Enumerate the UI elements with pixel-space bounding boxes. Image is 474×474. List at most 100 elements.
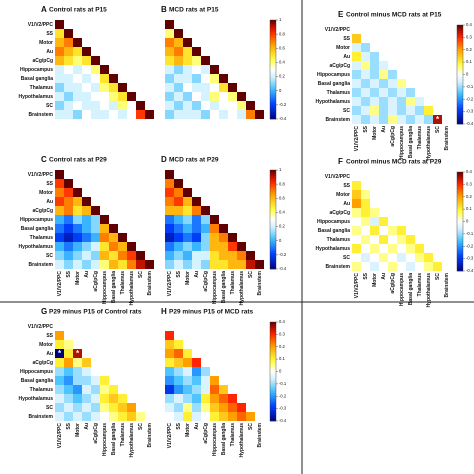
cell	[415, 115, 424, 124]
colorbar-tick-label: 0	[279, 369, 282, 374]
panel-title: P29 minus P15 of Control rats	[49, 309, 142, 316]
cell	[237, 251, 246, 260]
column-label: SS	[176, 422, 182, 429]
cell	[165, 101, 174, 110]
cell	[82, 110, 91, 119]
colorbar-step	[457, 34, 463, 38]
colorbar-step	[457, 78, 463, 81]
colorbar-step	[457, 195, 463, 199]
colorbar-step	[457, 209, 463, 212]
cell	[352, 217, 361, 226]
colorbar-step	[457, 259, 463, 262]
cell	[118, 251, 127, 260]
colorbar-step	[457, 257, 463, 260]
colorbar-step	[457, 253, 463, 256]
colorbar-tick-label: 0.2	[466, 194, 472, 199]
row-label: Basal ganglia	[21, 76, 53, 82]
colorbar-step	[457, 112, 463, 115]
colorbar-step	[270, 45, 276, 49]
cell	[109, 83, 118, 92]
panel: G P29 minus P15 of Control rats * * V1/V2/PP…	[19, 307, 153, 457]
cell	[73, 188, 82, 197]
panel: C Control rats at P29V1/V2/PPCV1/V2/PPCSS…	[19, 155, 154, 305]
cell	[91, 233, 100, 242]
cell	[82, 403, 91, 412]
cell	[219, 224, 228, 233]
cell	[201, 412, 210, 421]
row-label: Hypothalamus	[19, 94, 54, 100]
colorbar-tick-label: 0.4	[279, 60, 285, 65]
cell	[352, 43, 361, 52]
cell	[174, 358, 183, 367]
column-label: Hypothalamus	[129, 423, 135, 458]
colorbar-step	[270, 359, 276, 362]
cell	[228, 412, 237, 421]
cell	[64, 376, 73, 385]
cell	[64, 47, 73, 56]
colorbar-step	[270, 205, 276, 208]
cell	[183, 188, 192, 197]
colorbar-step	[457, 239, 463, 242]
colorbar-tick-label: 1	[279, 167, 282, 172]
cell	[424, 262, 433, 271]
colorbar-step	[457, 247, 463, 250]
cell	[379, 253, 388, 262]
colorbar-step	[270, 381, 276, 384]
cell	[370, 199, 379, 208]
colorbar-step	[457, 30, 463, 34]
colorbar-step	[270, 67, 276, 70]
cell	[64, 251, 73, 260]
cell	[379, 244, 388, 253]
colorbar-step	[270, 99, 276, 102]
colorbar-step	[270, 209, 276, 212]
cell	[82, 101, 91, 110]
colorbar-step	[457, 116, 463, 119]
row-label: Motor	[39, 190, 53, 196]
colorbar-step	[270, 385, 276, 388]
colorbar-step	[457, 86, 463, 89]
cell	[219, 101, 228, 110]
cell	[73, 242, 82, 251]
row-label: SS	[343, 183, 350, 189]
column-label: Hippocampus	[399, 126, 405, 159]
cell	[100, 385, 109, 394]
colorbar-tick-label: 0.8	[279, 181, 285, 186]
column-label: Brainstem	[257, 422, 263, 447]
colorbar-step	[270, 27, 276, 31]
cell	[82, 358, 91, 367]
colorbar-step	[270, 181, 276, 185]
cell	[183, 38, 192, 47]
significance-marker: *	[76, 349, 80, 358]
cell	[165, 385, 174, 394]
colorbar-step	[457, 90, 463, 93]
row-label: SC	[343, 108, 350, 114]
colorbar-step	[270, 111, 276, 114]
colorbar-step	[270, 322, 276, 325]
column-label: Thalamus	[230, 271, 236, 295]
cell	[406, 106, 415, 115]
cell	[145, 110, 154, 119]
cell	[73, 65, 82, 74]
column-label: SC	[248, 423, 254, 430]
colorbar-step	[457, 261, 463, 264]
cell	[192, 376, 201, 385]
colorbar-step	[457, 185, 463, 189]
row-label: Thalamus	[327, 90, 351, 96]
colorbar-step	[457, 199, 463, 202]
colorbar-step	[457, 58, 463, 61]
colorbar-step	[457, 40, 463, 44]
cell	[127, 251, 136, 260]
row-label: Brainstem	[29, 112, 54, 118]
column-label: SS	[176, 270, 182, 277]
cell	[174, 197, 183, 206]
cell	[55, 367, 64, 376]
colorbar-step	[457, 104, 463, 107]
cell	[370, 226, 379, 235]
colorbar-tick-label: 1	[279, 17, 282, 22]
cell	[370, 97, 379, 106]
cell	[210, 376, 219, 385]
cell	[210, 74, 219, 83]
colorbar-step	[270, 375, 276, 378]
colorbar-step	[270, 211, 276, 214]
cell	[127, 260, 136, 269]
